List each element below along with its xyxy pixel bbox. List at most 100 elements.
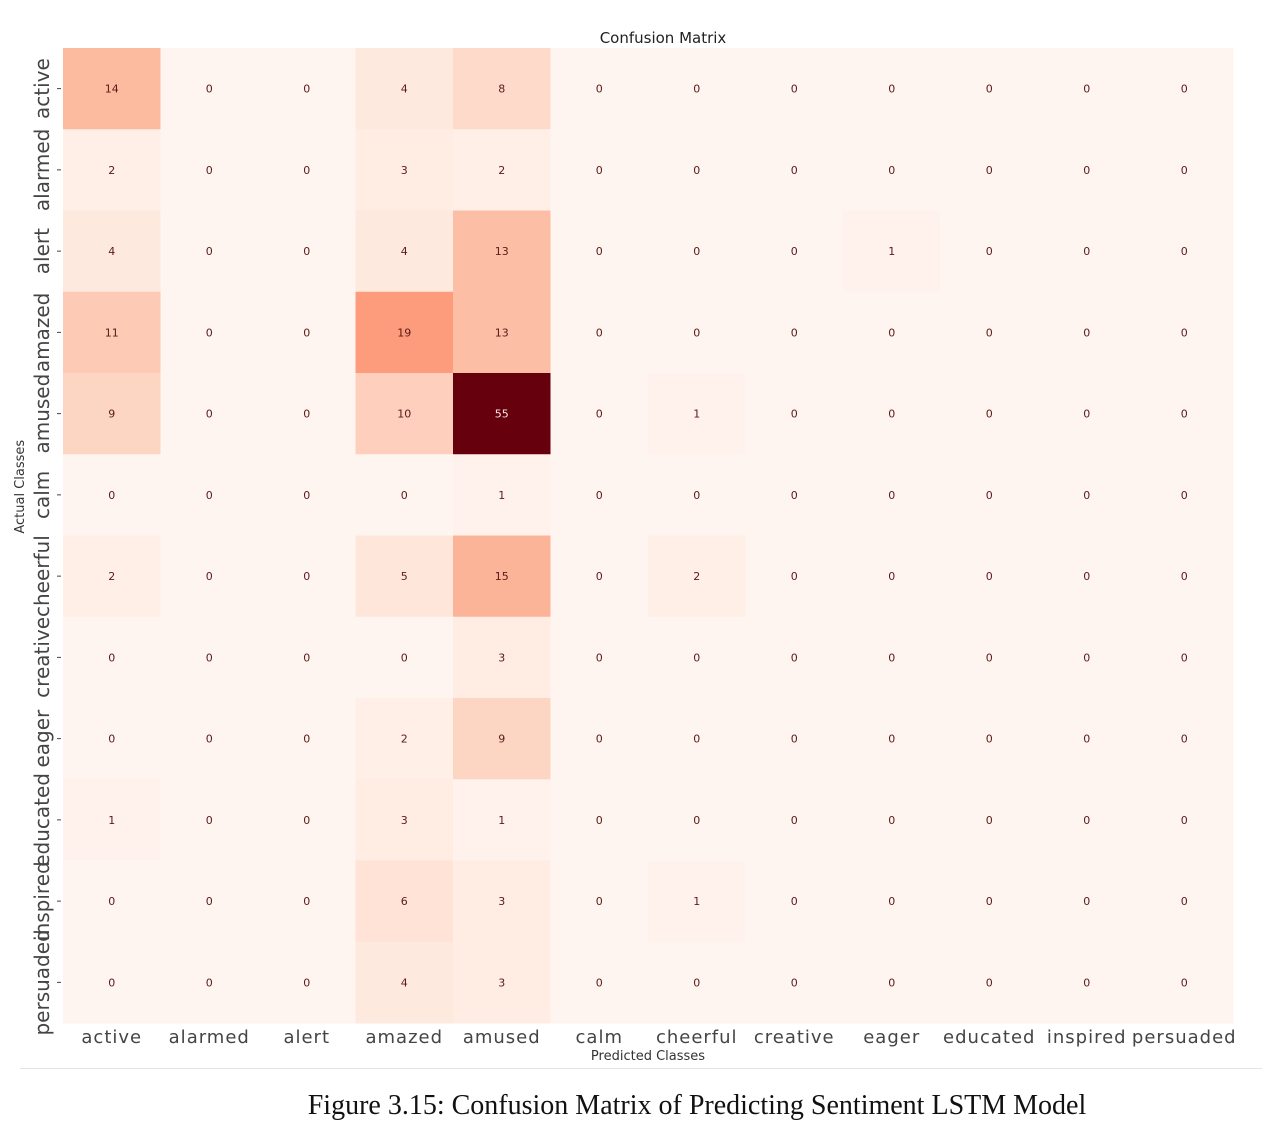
heatmap-cell (1135, 454, 1234, 536)
cell-value-label: 0 (791, 570, 798, 583)
heatmap-cell (745, 535, 844, 618)
heatmap-cell (745, 373, 844, 455)
heatmap-cell (160, 860, 259, 943)
cell-value-label: 0 (206, 895, 213, 908)
cell-value-label: 0 (791, 83, 798, 96)
cell-value-label: 14 (105, 83, 119, 96)
x-tick-label: alarmed (169, 1027, 250, 1048)
heatmap-cell (1135, 941, 1234, 1024)
cell-value-label: 0 (1083, 164, 1090, 177)
cell-value-label: 0 (596, 570, 603, 583)
cell-value-label: 0 (1083, 489, 1090, 502)
cell-value-label: 0 (986, 733, 993, 746)
heatmap-cell (843, 291, 941, 374)
heatmap-cell (940, 698, 1039, 780)
heatmap-cell (648, 698, 746, 780)
heatmap-cell (1038, 698, 1136, 780)
cell-value-label: 0 (596, 408, 603, 421)
heatmap-cell (160, 48, 259, 130)
heatmap-cell (940, 860, 1039, 943)
cell-value-label: 0 (986, 245, 993, 258)
cell-value-label: 0 (401, 651, 408, 664)
cell-value-label: 0 (108, 976, 115, 989)
cell-value-label: 0 (206, 83, 213, 96)
cell-value-label: 0 (693, 976, 700, 989)
heatmap-cell (453, 210, 551, 293)
cell-value-label: 0 (791, 489, 798, 502)
heatmap-cell (1038, 129, 1136, 211)
cell-value-label: 1 (888, 245, 895, 258)
confusion-matrix-heatmap: Confusion Matrix Predicted Classes Actua… (13, 29, 1237, 1064)
heatmap-cell (648, 373, 746, 455)
heatmap-cell (63, 698, 161, 780)
heatmap-cell (745, 454, 844, 536)
cell-value-label: 0 (1083, 814, 1090, 827)
cell-value-label: 0 (596, 976, 603, 989)
heatmap-cell (258, 779, 356, 861)
heatmap-cell (258, 535, 356, 618)
cell-value-label: 0 (1083, 570, 1090, 583)
heatmap-cell (1135, 373, 1234, 455)
cell-value-label: 0 (1083, 733, 1090, 746)
cell-value-label: 0 (1181, 895, 1188, 908)
heatmap-cell (453, 373, 551, 455)
cell-value-label: 0 (596, 733, 603, 746)
heatmap-cell (648, 779, 746, 861)
heatmap-cell (355, 779, 454, 861)
cell-value-label: 3 (498, 976, 505, 989)
heatmap-cell (550, 535, 649, 618)
cell-value-label: 0 (1181, 733, 1188, 746)
cell-value-label: 0 (1181, 651, 1188, 664)
x-tick-labels: active alarmed alert amazed amused calm cheerf… (81, 1027, 1237, 1048)
cell-value-label: 10 (397, 408, 411, 421)
cell-value-label: 0 (1181, 83, 1188, 96)
heatmap-cell (550, 48, 649, 130)
y-tick-label: amused (30, 374, 54, 454)
heatmap-cell (1135, 48, 1234, 130)
cell-value-label: 0 (206, 408, 213, 421)
heatmap-cell (1135, 698, 1234, 780)
cell-value-label: 0 (986, 895, 993, 908)
heatmap-cell (63, 779, 161, 861)
heatmap-cell (940, 454, 1039, 536)
cell-value-label: 0 (206, 326, 213, 339)
cell-value-label: 1 (498, 814, 505, 827)
heatmap-cell (1135, 291, 1234, 374)
heatmap-cell (1135, 616, 1234, 699)
cell-value-label: 0 (596, 895, 603, 908)
heatmap-cell (940, 373, 1039, 455)
cell-value-label: 2 (498, 164, 505, 177)
heatmap-cell (1135, 779, 1234, 861)
cell-value-label: 0 (1181, 245, 1188, 258)
cell-value-label: 0 (206, 245, 213, 258)
heatmap-cell (550, 941, 649, 1024)
cell-value-label: 0 (1083, 408, 1090, 421)
cell-value-label: 0 (888, 326, 895, 339)
heatmap-cell (843, 129, 941, 211)
heatmap-cell (453, 454, 551, 536)
cell-value-label: 0 (888, 976, 895, 989)
y-tick-label: persuaded (30, 929, 54, 1035)
heatmap-cell (355, 698, 454, 780)
heatmap-cell (258, 616, 356, 699)
heatmap-cell (745, 941, 844, 1024)
heatmap-cell (63, 860, 161, 943)
caption-divider (20, 1068, 1262, 1069)
cell-value-label: 0 (888, 733, 895, 746)
cell-value-label: 0 (303, 83, 310, 96)
cell-value-label: 9 (498, 733, 505, 746)
cell-value-label: 0 (303, 245, 310, 258)
cell-value-label: 0 (888, 489, 895, 502)
heatmap-cell (648, 616, 746, 699)
cell-value-label: 0 (303, 814, 310, 827)
cell-value-label: 0 (596, 814, 603, 827)
cell-value-label: 0 (986, 976, 993, 989)
y-tick-label: eager (30, 709, 54, 768)
x-tick-label: persuaded (1132, 1027, 1237, 1048)
cell-value-label: 0 (303, 976, 310, 989)
heatmap-cell (63, 210, 161, 293)
y-tick-label: calm (30, 471, 54, 519)
cell-value-label: 5 (401, 570, 408, 583)
cell-value-label: 0 (1181, 489, 1188, 502)
cell-value-label: 0 (791, 733, 798, 746)
